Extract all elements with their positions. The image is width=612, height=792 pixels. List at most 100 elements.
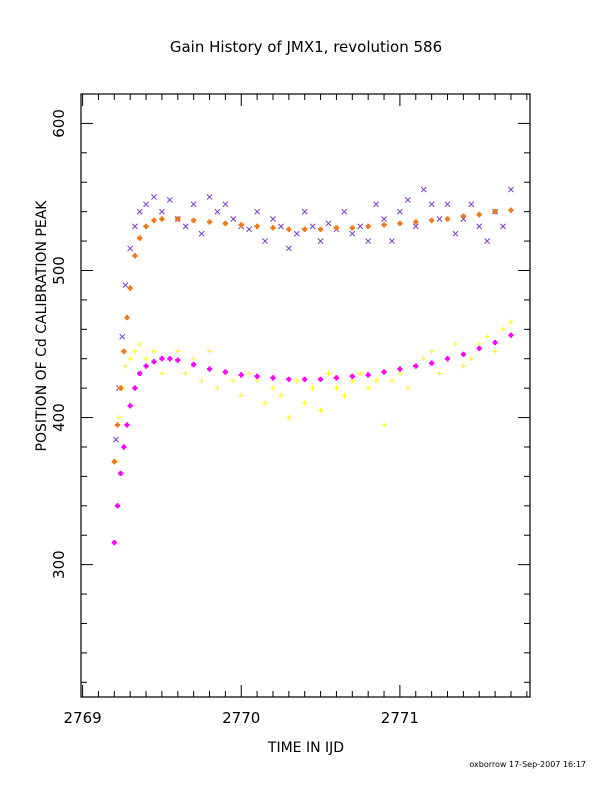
data-point-s3 [127,403,133,409]
data-point-s1 [206,348,213,354]
data-point-s2 [397,220,403,227]
data-point-s0 [112,436,119,443]
data-point-s2 [286,226,292,232]
data-point-s1 [365,385,371,391]
data-point-s2 [429,217,435,224]
data-point-s1 [373,378,379,384]
y-tick-label: 400 [50,403,68,432]
data-point-s1 [405,385,411,391]
data-point-s1 [270,385,276,391]
data-point-s0 [365,238,372,245]
data-point-s2 [121,348,127,354]
data-point-s0 [381,216,387,222]
data-point-s0 [151,193,157,200]
data-point-s0 [136,208,143,215]
data-point-s2 [137,235,143,241]
data-point-s0 [349,230,356,237]
data-point-s1 [302,400,308,406]
data-point-s1 [397,370,403,377]
data-point-s1 [262,400,268,406]
data-point-s0 [309,223,316,230]
data-point-s3 [460,351,466,357]
footer-stamp: oxborrow 17-Sep-2007 16:17 [469,760,586,769]
data-point-s2 [254,223,260,229]
data-point-s0 [285,245,292,252]
data-point-s3 [270,375,276,381]
data-point-s0 [444,201,451,208]
data-point-s2 [222,220,228,227]
data-point-s1 [333,385,340,391]
data-point-s2 [492,209,498,215]
data-point-s1 [127,356,133,362]
data-point-s0 [254,208,261,215]
data-point-s0 [412,223,419,230]
data-point-s0 [420,186,427,193]
data-point-s3 [286,376,292,382]
data-point-s1 [116,414,122,421]
data-point-s0 [317,238,324,245]
data-point-s1 [214,385,221,391]
data-point-s3 [413,363,419,369]
data-point-s1 [122,363,129,369]
data-point-s0 [182,223,189,230]
data-point-s0 [206,193,213,200]
data-point-s0 [158,208,165,215]
data-point-s0 [508,186,514,193]
data-point-s3 [317,376,324,382]
data-point-s3 [121,444,127,450]
data-point-s1 [238,392,244,399]
data-point-s1 [183,370,189,377]
data-point-s0 [127,245,134,252]
data-point-s3 [381,369,387,375]
data-point-s1 [198,378,205,384]
data-point-s0 [452,230,459,237]
data-point-s3 [206,366,213,372]
data-point-s3 [429,360,435,366]
data-point-s0 [190,201,197,208]
data-point-s1 [484,334,490,340]
data-point-s3 [191,362,197,368]
data-point-s3 [143,363,149,369]
data-point-s1 [278,392,284,399]
data-point-s1 [151,348,157,354]
y-axis-label: POSITION OF Cd CALIBRATION PEAK [34,200,50,452]
x-tick-label: 2769 [63,709,101,727]
data-point-s2 [365,223,371,229]
y-tick-label: 600 [50,109,68,138]
data-point-s0 [396,208,403,215]
data-point-s3 [111,539,117,546]
data-point-s0 [131,223,138,230]
data-point-s2 [444,216,451,222]
data-point-s1 [508,319,514,325]
data-point-s2 [127,285,133,291]
x-tick-label: 2771 [381,709,419,727]
data-point-s0 [476,223,483,230]
data-point-s2 [413,219,419,225]
data-point-s2 [270,225,276,231]
data-point-s3 [151,359,157,365]
data-point-s2 [302,226,308,232]
data-point-s0 [500,223,506,230]
data-point-s0 [357,223,364,230]
data-point-s1 [492,348,498,354]
data-point-s0 [277,223,284,230]
x-tick-label: 2770 [222,709,260,727]
chart-title: Gain History of JMX1, revolution 586 [169,38,443,56]
data-point-s1 [137,341,143,347]
data-point-s2 [508,207,514,213]
data-point-s3 [167,356,173,362]
data-point-s0 [428,201,435,208]
data-point-s3 [238,372,244,378]
data-point-s3 [349,373,355,379]
data-point-s0 [222,201,229,208]
data-point-s0 [122,282,129,289]
y-tick-label: 300 [50,550,68,579]
data-point-s0 [262,238,268,245]
data-point-s2 [206,219,213,225]
axis-tick-labels: 2769 2770 2771 300 400 500 600 [50,109,419,727]
data-point-s1 [143,356,149,362]
data-point-s0 [484,238,491,245]
data-point-s3 [114,503,121,509]
data-point-s1 [500,326,506,332]
data-point-s0 [373,201,380,208]
